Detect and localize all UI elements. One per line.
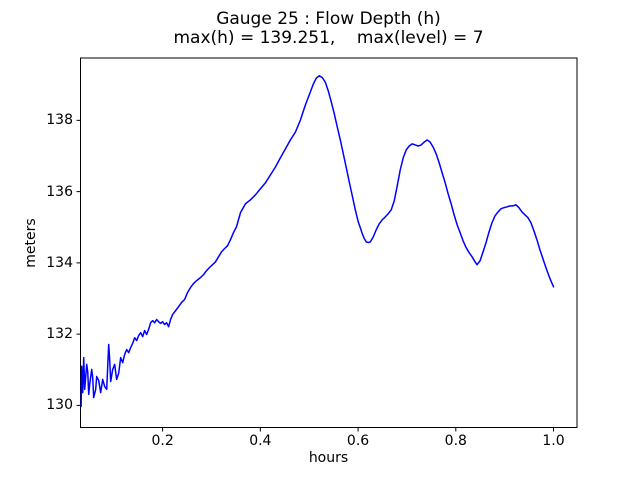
y-tick-label: 130 bbox=[46, 397, 73, 414]
chart-title-line2: max(h) = 139.251, max(level) = 7 bbox=[173, 28, 484, 48]
x-tick-label: 0.6 bbox=[346, 433, 370, 449]
chart-title-line1: Gauge 25 : Flow Depth (h) bbox=[216, 9, 441, 29]
y-tick-label: 138 bbox=[46, 112, 73, 129]
y-tick-label: 136 bbox=[46, 183, 73, 200]
y-tick-label: 132 bbox=[46, 326, 73, 343]
y-tick-label: 134 bbox=[46, 254, 73, 271]
plot-frame bbox=[80, 57, 578, 428]
x-tick-label: 0.4 bbox=[249, 433, 272, 449]
x-tick-label: 0.2 bbox=[151, 433, 174, 449]
x-tick-label: 0.8 bbox=[444, 433, 467, 449]
chart-title: Gauge 25 : Flow Depth (h) max(h) = 139.2… bbox=[80, 10, 577, 48]
y-ticks bbox=[76, 119, 81, 406]
x-axis-label: hours bbox=[308, 450, 349, 466]
x-ticks bbox=[162, 427, 555, 432]
x-tick-label: 1.0 bbox=[542, 433, 565, 449]
data-line-flow-depth bbox=[80, 75, 555, 408]
